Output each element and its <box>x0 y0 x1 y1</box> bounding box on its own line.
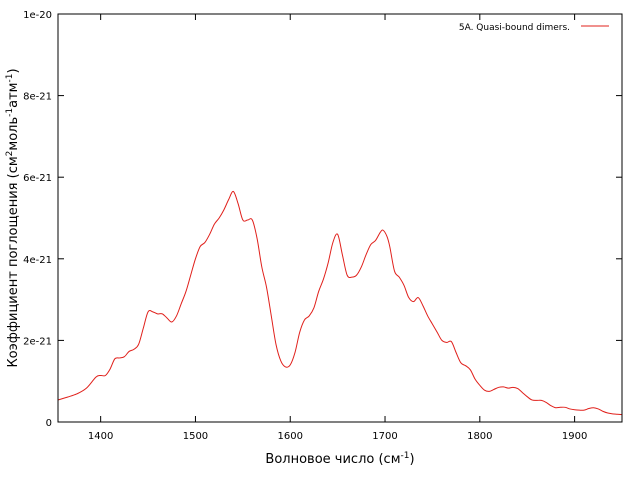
x-axis-label-main: Волновое число (см <box>265 452 400 467</box>
x-axis-label-superscript: -1 <box>401 451 410 461</box>
ticks-layer: 1400 1500 1600 1700 1800 1900 0 2e-21 4e-21 6e-21… <box>23 10 622 442</box>
y-tick-label: 6e-21 <box>23 173 52 184</box>
y-axis-label-part-1: Коэффициент поглощения (см <box>6 156 21 367</box>
y-tick-label: 1e-20 <box>23 10 52 21</box>
legend: 5A. Quasi-bound dimers. <box>459 23 609 33</box>
series-line <box>57 190 623 416</box>
x-tick-label: 1800 <box>467 431 492 442</box>
y-axis-label-sup-3: -1 <box>5 74 15 83</box>
x-axis-label: Волновое число (см-1) <box>265 451 414 467</box>
y-tick-label: 2e-21 <box>23 336 52 347</box>
y-tick-label: 0 <box>46 418 52 429</box>
x-axis-label-end: ) <box>409 452 414 467</box>
y-axis-label-part-4: ) <box>6 68 21 73</box>
x-tick-label: 1600 <box>278 431 303 442</box>
y-tick-label: 4e-21 <box>23 255 52 266</box>
y-axis-label-part-3: атм <box>6 83 21 108</box>
x-tick-label: 1700 <box>372 431 397 442</box>
y-axis-label: Коэффициент поглощения (см2моль-1атм-1) <box>5 68 21 367</box>
x-tick-label: 1900 <box>562 431 587 442</box>
y-axis-label-part-2: моль <box>6 117 21 151</box>
plot-layer <box>57 190 623 416</box>
y-axis-label-sup-2: -1 <box>5 108 15 117</box>
x-tick-label: 1500 <box>183 431 208 442</box>
y-axis-label-sup-1: 2 <box>5 151 15 157</box>
x-tick-label: 1400 <box>88 431 113 442</box>
legend-label: 5A. Quasi-bound dimers. <box>459 23 570 33</box>
y-tick-label: 8e-21 <box>23 92 52 103</box>
plot-frame <box>57 13 623 423</box>
